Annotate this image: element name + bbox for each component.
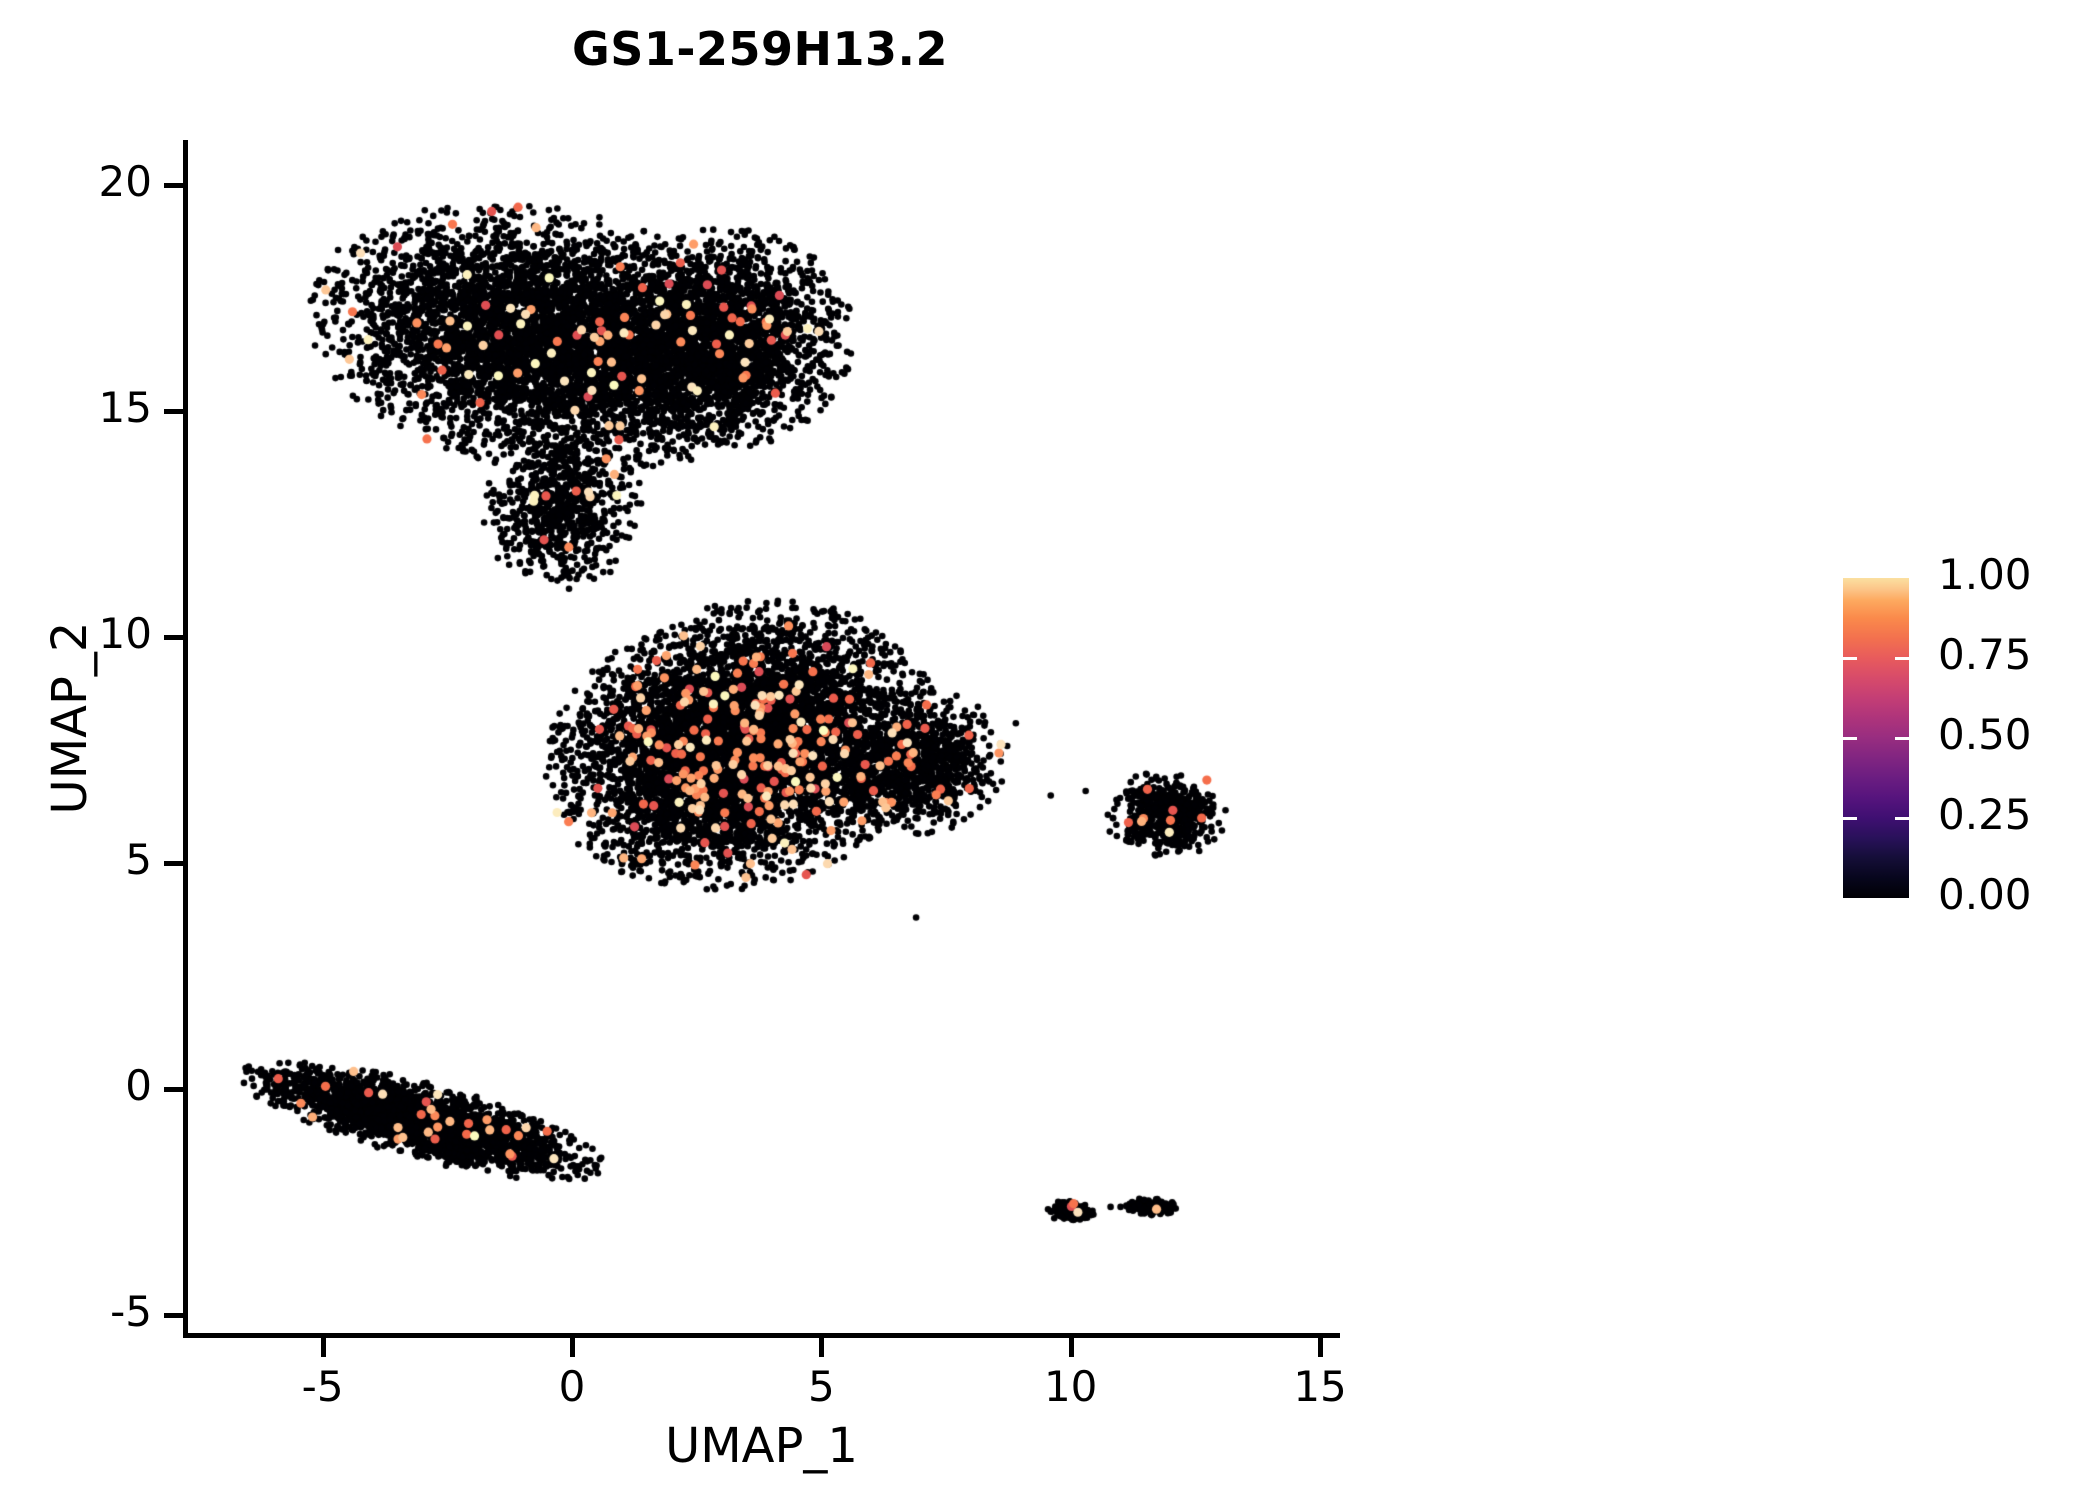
x-axis-title: UMAP_1 — [665, 1418, 858, 1474]
x-tick-mark — [1318, 1338, 1324, 1357]
x-tick-label: -5 — [301, 1362, 344, 1411]
x-tick-mark — [1068, 1338, 1074, 1357]
scatter-plot — [183, 140, 1340, 1338]
y-tick-label: -5 — [110, 1287, 152, 1337]
colorbar-tick-mark — [1843, 817, 1857, 820]
y-tick-mark — [164, 1313, 183, 1319]
colorbar-tick-mark — [1843, 657, 1857, 660]
y-axis-spine — [183, 140, 188, 1338]
x-tick-label: 0 — [558, 1362, 586, 1411]
colorbar-tick-mark — [1895, 657, 1909, 660]
y-tick-label: 0 — [125, 1061, 152, 1111]
y-tick-label: 10 — [98, 609, 152, 659]
x-tick-mark — [819, 1338, 825, 1357]
y-tick-mark — [164, 635, 183, 641]
colorbar-tick-label: 0.00 — [1938, 870, 2032, 919]
colorbar-tick-mark — [1895, 737, 1909, 740]
colorbar-tick-mark — [1843, 737, 1857, 740]
x-tick-label: 10 — [1043, 1362, 1098, 1411]
plot-panel — [183, 140, 1340, 1338]
colorbar-tick-label: 1.00 — [1938, 550, 2032, 599]
colorbar-tick-label: 0.25 — [1938, 790, 2032, 839]
x-tick-label: 5 — [807, 1362, 835, 1411]
x-tick-mark — [320, 1338, 326, 1357]
y-tick-mark — [164, 861, 183, 867]
y-tick-mark — [164, 409, 183, 415]
y-axis-title: UMAP_2 — [42, 621, 98, 815]
page-title: GS1-259H13.2 — [572, 22, 948, 76]
y-tick-label: 20 — [98, 157, 152, 207]
colorbar-tick-label: 0.75 — [1938, 630, 2032, 679]
y-tick-mark — [164, 1087, 183, 1093]
y-tick-label: 15 — [98, 383, 152, 433]
colorbar-tick-mark — [1895, 817, 1909, 820]
x-tick-label: 15 — [1293, 1362, 1347, 1411]
y-tick-mark — [164, 183, 183, 189]
y-tick-label: 5 — [125, 835, 152, 885]
x-axis-spine — [183, 1333, 1340, 1338]
x-tick-mark — [569, 1338, 575, 1357]
colorbar-tick-label: 0.50 — [1938, 710, 2032, 759]
